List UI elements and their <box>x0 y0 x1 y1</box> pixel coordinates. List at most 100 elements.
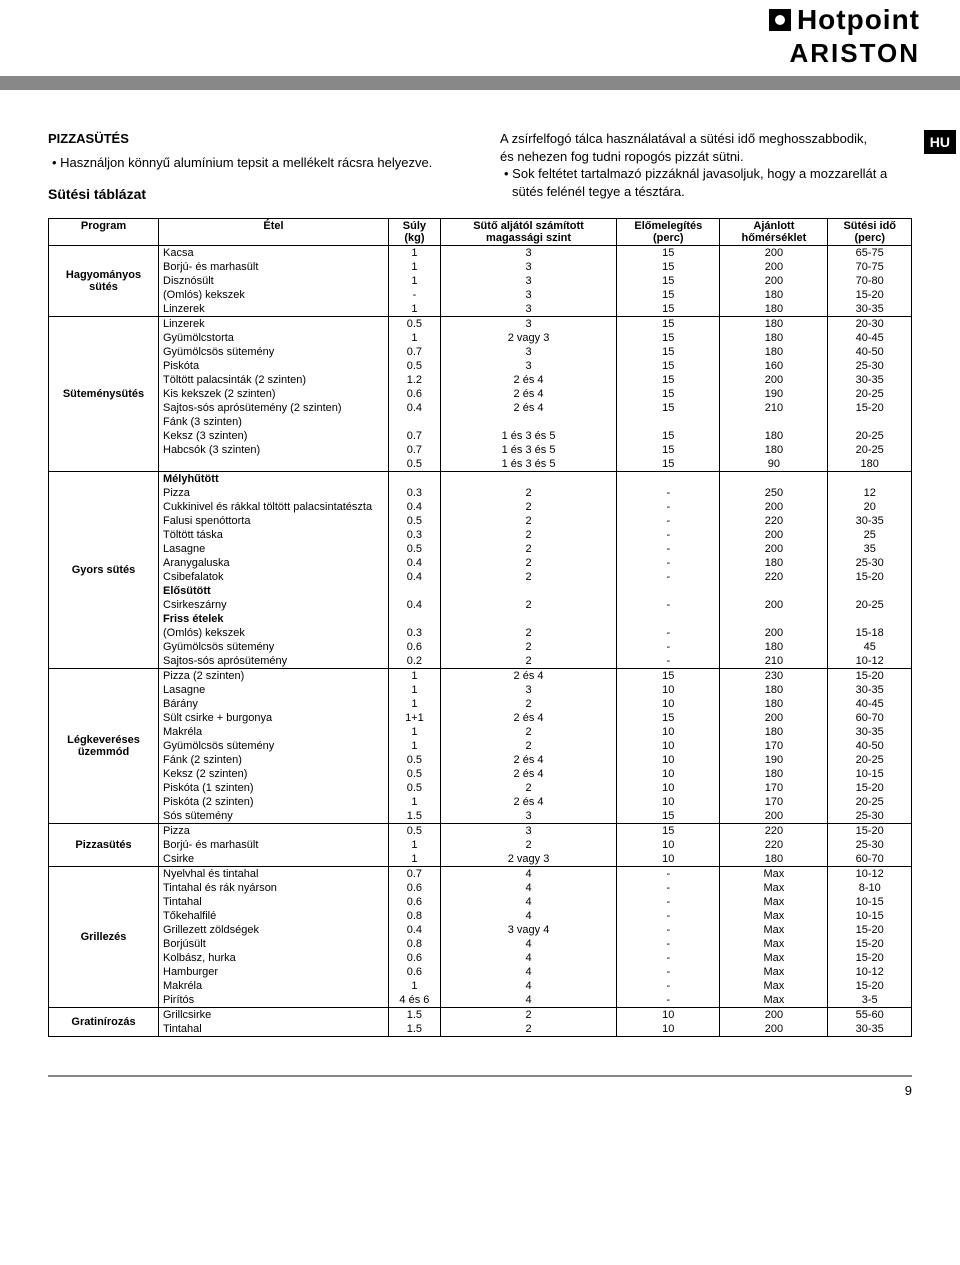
data-cell: 0.6 <box>389 881 441 895</box>
brand-ariston-text: ARISTON <box>769 38 920 69</box>
data-cell: 180 <box>720 767 828 781</box>
data-cell: 190 <box>720 387 828 401</box>
data-cell: - <box>617 528 720 542</box>
data-cell: 15-20 <box>828 979 912 993</box>
data-cell: 0.3 <box>389 626 441 640</box>
table-row: Pirítós4 és 64-Max3-5 <box>49 993 912 1008</box>
data-cell: 1 és 3 és 5 <box>440 429 616 443</box>
data-cell: 1 <box>389 302 441 317</box>
food-cell: Tintahal és rák nyárson <box>159 881 389 895</box>
data-cell: 60-70 <box>828 852 912 867</box>
data-cell: 1 és 3 és 5 <box>440 457 616 472</box>
data-cell: 15 <box>617 245 720 260</box>
data-cell: 1 <box>389 260 441 274</box>
data-cell: 0.5 <box>389 753 441 767</box>
table-row: Sült csirke + burgonya1+12 és 41520060-7… <box>49 711 912 725</box>
data-cell: 1+1 <box>389 711 441 725</box>
food-cell: Pizza (2 szinten) <box>159 668 389 683</box>
table-row: Cukkinivel és rákkal töltött palacsintat… <box>49 500 912 514</box>
data-cell: 10 <box>617 683 720 697</box>
data-cell: 0.3 <box>389 486 441 500</box>
program-cell: Pizzasütés <box>49 823 159 866</box>
data-cell: 2 <box>440 739 616 753</box>
data-cell: - <box>617 640 720 654</box>
table-row: Sajtos-sós aprósütemény (2 szinten)0.42 … <box>49 401 912 415</box>
data-cell: 40-50 <box>828 739 912 753</box>
data-cell: - <box>617 923 720 937</box>
page-number: 9 <box>0 1077 960 1108</box>
data-cell: 10-15 <box>828 909 912 923</box>
data-cell: 210 <box>720 654 828 669</box>
data-cell: 180 <box>720 697 828 711</box>
program-cell: Hagyományos sütés <box>49 245 159 316</box>
data-cell: 20-25 <box>828 795 912 809</box>
th-preheat: Előmelegítés (perc) <box>617 218 720 245</box>
data-cell: 180 <box>720 316 828 331</box>
food-cell: Linzerek <box>159 302 389 317</box>
data-cell: 0.7 <box>389 866 441 881</box>
table-row: Elősütött <box>49 584 912 598</box>
data-cell: 0.4 <box>389 570 441 584</box>
data-cell: 170 <box>720 781 828 795</box>
data-cell: 10 <box>617 725 720 739</box>
data-cell: 30-35 <box>828 514 912 528</box>
th-time: Sütési idő (perc) <box>828 218 912 245</box>
data-cell: 55-60 <box>828 1007 912 1022</box>
food-cell: Töltött palacsinták (2 szinten) <box>159 373 389 387</box>
data-cell: 180 <box>720 331 828 345</box>
data-cell: Max <box>720 979 828 993</box>
data-cell: 3 <box>440 359 616 373</box>
food-cell: Borjú- és marhasült <box>159 260 389 274</box>
data-cell: 2 <box>440 542 616 556</box>
data-cell: 180 <box>720 683 828 697</box>
data-cell: 25 <box>828 528 912 542</box>
data-cell: Max <box>720 881 828 895</box>
program-cell: Légkeveréses üzemmód <box>49 668 159 823</box>
data-cell: 4 és 6 <box>389 993 441 1008</box>
table-row: Fánk (3 szinten) <box>49 415 912 429</box>
data-cell: Max <box>720 993 828 1008</box>
table-row: Csibefalatok0.42-22015-20 <box>49 570 912 584</box>
data-cell: - <box>617 514 720 528</box>
data-cell: - <box>617 993 720 1008</box>
data-cell: 1 <box>389 245 441 260</box>
data-cell: 1 <box>389 838 441 852</box>
data-cell <box>440 612 616 626</box>
data-cell <box>389 415 441 429</box>
food-cell: Tintahal <box>159 895 389 909</box>
table-row: Tintahal0.64-Max10-15 <box>49 895 912 909</box>
table-row: Aranygaluska0.42-18025-30 <box>49 556 912 570</box>
th-program: Program <box>49 218 159 245</box>
data-cell: 0.6 <box>389 951 441 965</box>
data-cell: 0.3 <box>389 528 441 542</box>
data-cell: 2 és 4 <box>440 373 616 387</box>
data-cell: Max <box>720 951 828 965</box>
table-row: Hagyományos sütésKacsa131520065-75 <box>49 245 912 260</box>
food-cell: (Omlós) kekszek <box>159 626 389 640</box>
table-row: Sós sütemény1.531520025-30 <box>49 809 912 824</box>
food-cell: Keksz (2 szinten) <box>159 767 389 781</box>
table-row: GrillezésNyelvhal és tintahal0.74-Max10-… <box>49 866 912 881</box>
data-cell: 0.8 <box>389 909 441 923</box>
data-cell: 180 <box>720 345 828 359</box>
data-cell: 20-25 <box>828 429 912 443</box>
table-row: Tintahal és rák nyárson0.64-Max8-10 <box>49 881 912 895</box>
data-cell <box>828 612 912 626</box>
brand-logo: Hotpoint ARISTON <box>769 4 920 69</box>
data-cell: 45 <box>828 640 912 654</box>
food-cell: Aranygaluska <box>159 556 389 570</box>
data-cell: 2 <box>440 640 616 654</box>
food-cell: Tintahal <box>159 1022 389 1037</box>
data-cell: 0.7 <box>389 429 441 443</box>
data-cell: 10 <box>617 795 720 809</box>
data-cell: 15-20 <box>828 401 912 415</box>
data-cell: 40-50 <box>828 345 912 359</box>
data-cell: 200 <box>720 245 828 260</box>
data-cell: 200 <box>720 1007 828 1022</box>
data-cell: 20-25 <box>828 443 912 457</box>
data-cell: 2 és 4 <box>440 767 616 781</box>
data-cell: 4 <box>440 965 616 979</box>
data-cell: 12 <box>828 486 912 500</box>
table-row: Friss ételek <box>49 612 912 626</box>
intro-right-line1: A zsírfelfogó tálca használatával a süté… <box>500 130 912 148</box>
